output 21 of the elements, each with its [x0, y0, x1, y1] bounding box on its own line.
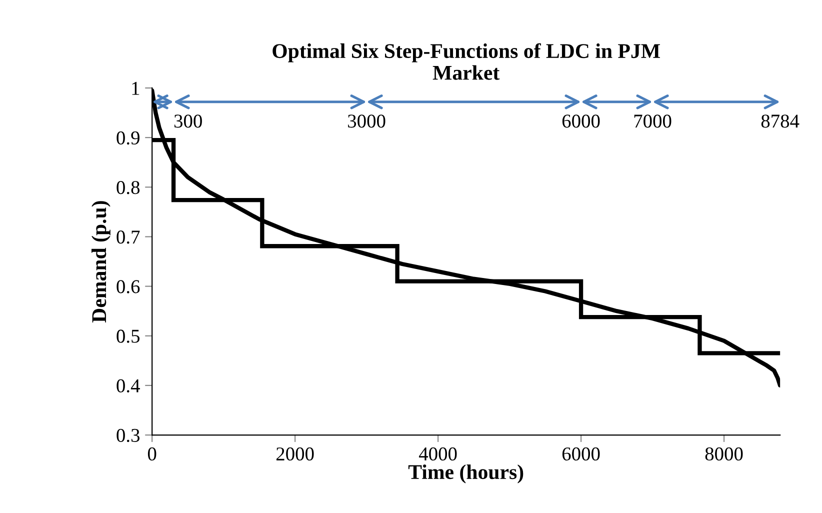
- x-tick-label: 8000: [705, 447, 743, 461]
- y-tick-label: 1: [132, 82, 140, 95]
- y-tick-label: 0.5: [116, 330, 140, 343]
- x-axis-title: Time (hours): [408, 464, 524, 484]
- y-tick-label: 0.7: [116, 230, 140, 244]
- y-axis-title: Demand (p.u): [92, 201, 110, 322]
- annotation: 8784: [761, 114, 800, 128]
- y-tick-label: 0.3: [116, 428, 140, 442]
- annotation: 3000: [348, 114, 386, 128]
- x-tick-label: 0: [148, 447, 156, 461]
- annotation: 7000: [634, 114, 672, 128]
- y-tick-label: 0.6: [116, 280, 140, 294]
- y-tick-label: 0.4: [116, 379, 140, 392]
- y-tick-label: 0.9: [116, 131, 140, 145]
- x-tick-label: 2000: [276, 447, 314, 461]
- annotation: 6000: [562, 114, 600, 128]
- chart-title: Optimal Six Step-Functions of LDC in PJM Market: [272, 43, 660, 80]
- x-tick-label: 6000: [562, 447, 600, 461]
- x-tick-label: 4000: [418, 447, 457, 461]
- y-tick-label: 0.8: [116, 180, 140, 194]
- annotation: 300: [174, 114, 202, 128]
